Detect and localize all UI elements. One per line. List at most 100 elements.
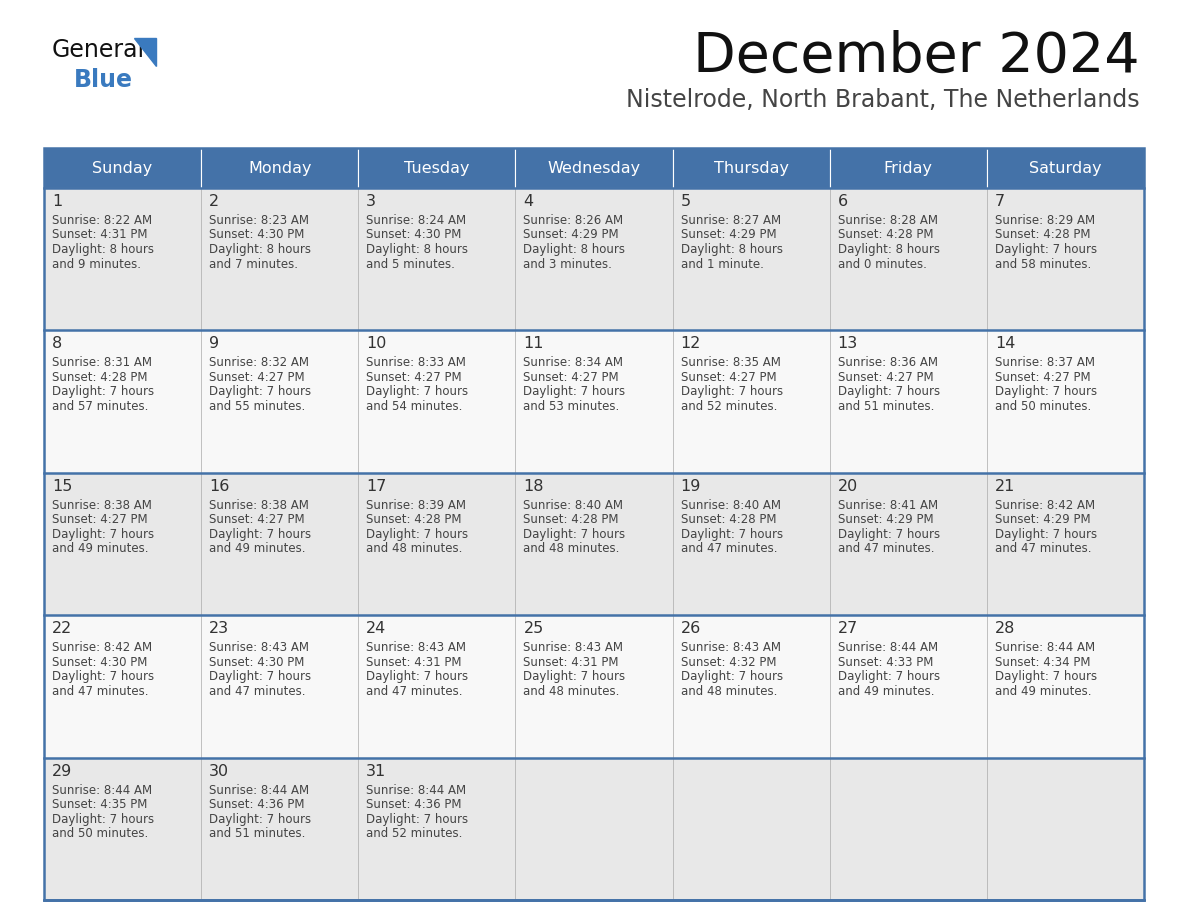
- Bar: [516, 615, 672, 757]
- Text: 24: 24: [366, 621, 386, 636]
- Bar: [44, 188, 201, 330]
- Text: Sunrise: 8:43 AM: Sunrise: 8:43 AM: [366, 641, 466, 655]
- Bar: [359, 615, 516, 757]
- Text: and 47 minutes.: and 47 minutes.: [994, 543, 1092, 555]
- Text: and 57 minutes.: and 57 minutes.: [52, 400, 148, 413]
- Bar: [672, 615, 829, 757]
- Text: 5: 5: [681, 194, 690, 209]
- Text: Sunrise: 8:39 AM: Sunrise: 8:39 AM: [366, 498, 466, 512]
- Text: Sunset: 4:31 PM: Sunset: 4:31 PM: [524, 655, 619, 668]
- Text: 12: 12: [681, 336, 701, 352]
- Text: Sunrise: 8:24 AM: Sunrise: 8:24 AM: [366, 214, 467, 227]
- Text: Daylight: 7 hours: Daylight: 7 hours: [366, 812, 468, 825]
- Text: Sunrise: 8:40 AM: Sunrise: 8:40 AM: [681, 498, 781, 512]
- Text: Sunrise: 8:35 AM: Sunrise: 8:35 AM: [681, 356, 781, 369]
- Text: and 49 minutes.: and 49 minutes.: [209, 543, 305, 555]
- Text: Sunset: 4:30 PM: Sunset: 4:30 PM: [209, 229, 304, 241]
- Text: Sunset: 4:28 PM: Sunset: 4:28 PM: [52, 371, 147, 384]
- Text: and 48 minutes.: and 48 minutes.: [681, 685, 777, 698]
- Bar: [987, 473, 1144, 615]
- Text: Sunset: 4:33 PM: Sunset: 4:33 PM: [838, 655, 933, 668]
- Text: and 9 minutes.: and 9 minutes.: [52, 258, 141, 271]
- Text: Monday: Monday: [248, 161, 311, 175]
- Text: Sunrise: 8:38 AM: Sunrise: 8:38 AM: [52, 498, 152, 512]
- Bar: [44, 615, 201, 757]
- Text: Daylight: 7 hours: Daylight: 7 hours: [994, 243, 1097, 256]
- Text: Sunrise: 8:44 AM: Sunrise: 8:44 AM: [52, 784, 152, 797]
- Text: and 52 minutes.: and 52 minutes.: [681, 400, 777, 413]
- Text: 4: 4: [524, 194, 533, 209]
- Text: Sunset: 4:36 PM: Sunset: 4:36 PM: [209, 798, 304, 812]
- Text: Sunset: 4:29 PM: Sunset: 4:29 PM: [524, 229, 619, 241]
- Text: Sunset: 4:35 PM: Sunset: 4:35 PM: [52, 798, 147, 812]
- Text: Sunrise: 8:43 AM: Sunrise: 8:43 AM: [681, 641, 781, 655]
- Bar: [829, 148, 987, 188]
- Bar: [359, 473, 516, 615]
- Text: 7: 7: [994, 194, 1005, 209]
- Text: 3: 3: [366, 194, 377, 209]
- Text: 25: 25: [524, 621, 544, 636]
- Text: Sunset: 4:27 PM: Sunset: 4:27 PM: [681, 371, 776, 384]
- Bar: [672, 757, 829, 900]
- Polygon shape: [134, 38, 156, 66]
- Text: 27: 27: [838, 621, 858, 636]
- Text: Sunset: 4:36 PM: Sunset: 4:36 PM: [366, 798, 462, 812]
- Text: and 5 minutes.: and 5 minutes.: [366, 258, 455, 271]
- Text: and 52 minutes.: and 52 minutes.: [366, 827, 462, 840]
- Bar: [201, 188, 359, 330]
- Bar: [201, 757, 359, 900]
- Bar: [359, 148, 516, 188]
- Text: and 47 minutes.: and 47 minutes.: [681, 543, 777, 555]
- Text: and 47 minutes.: and 47 minutes.: [838, 543, 934, 555]
- Text: Daylight: 7 hours: Daylight: 7 hours: [52, 812, 154, 825]
- Text: and 49 minutes.: and 49 minutes.: [52, 543, 148, 555]
- Bar: [987, 188, 1144, 330]
- Text: Sunrise: 8:44 AM: Sunrise: 8:44 AM: [366, 784, 467, 797]
- Text: Daylight: 7 hours: Daylight: 7 hours: [838, 528, 940, 541]
- Bar: [672, 188, 829, 330]
- Text: Sunrise: 8:22 AM: Sunrise: 8:22 AM: [52, 214, 152, 227]
- Text: and 7 minutes.: and 7 minutes.: [209, 258, 298, 271]
- Text: Daylight: 7 hours: Daylight: 7 hours: [524, 528, 626, 541]
- Text: and 0 minutes.: and 0 minutes.: [838, 258, 927, 271]
- Bar: [672, 473, 829, 615]
- Bar: [516, 473, 672, 615]
- Text: Sunrise: 8:34 AM: Sunrise: 8:34 AM: [524, 356, 624, 369]
- Text: Sunrise: 8:42 AM: Sunrise: 8:42 AM: [52, 641, 152, 655]
- Text: and 49 minutes.: and 49 minutes.: [994, 685, 1092, 698]
- Text: Daylight: 8 hours: Daylight: 8 hours: [209, 243, 311, 256]
- Text: Daylight: 8 hours: Daylight: 8 hours: [52, 243, 154, 256]
- Text: Sunset: 4:27 PM: Sunset: 4:27 PM: [838, 371, 934, 384]
- Bar: [516, 330, 672, 473]
- Text: Sunrise: 8:27 AM: Sunrise: 8:27 AM: [681, 214, 781, 227]
- Bar: [672, 330, 829, 473]
- Text: Sunrise: 8:26 AM: Sunrise: 8:26 AM: [524, 214, 624, 227]
- Text: 10: 10: [366, 336, 386, 352]
- Bar: [987, 615, 1144, 757]
- Text: Sunrise: 8:40 AM: Sunrise: 8:40 AM: [524, 498, 624, 512]
- Text: Daylight: 7 hours: Daylight: 7 hours: [366, 528, 468, 541]
- Text: Daylight: 8 hours: Daylight: 8 hours: [681, 243, 783, 256]
- Text: Sunset: 4:28 PM: Sunset: 4:28 PM: [366, 513, 462, 526]
- Text: and 50 minutes.: and 50 minutes.: [52, 827, 148, 840]
- Bar: [829, 757, 987, 900]
- Text: 28: 28: [994, 621, 1016, 636]
- Text: 2: 2: [209, 194, 220, 209]
- Text: Sunset: 4:27 PM: Sunset: 4:27 PM: [52, 513, 147, 526]
- Text: and 48 minutes.: and 48 minutes.: [366, 543, 462, 555]
- Text: Sunset: 4:28 PM: Sunset: 4:28 PM: [994, 229, 1091, 241]
- Text: Sunrise: 8:33 AM: Sunrise: 8:33 AM: [366, 356, 466, 369]
- Text: 26: 26: [681, 621, 701, 636]
- Text: Sunrise: 8:43 AM: Sunrise: 8:43 AM: [524, 641, 624, 655]
- Text: Sunset: 4:29 PM: Sunset: 4:29 PM: [681, 229, 776, 241]
- Text: 15: 15: [52, 479, 72, 494]
- Bar: [44, 757, 201, 900]
- Text: Sunset: 4:28 PM: Sunset: 4:28 PM: [838, 229, 934, 241]
- Text: Daylight: 7 hours: Daylight: 7 hours: [994, 670, 1097, 683]
- Text: Sunset: 4:27 PM: Sunset: 4:27 PM: [209, 513, 305, 526]
- Bar: [44, 148, 1144, 900]
- Bar: [516, 148, 672, 188]
- Bar: [44, 148, 201, 188]
- Text: 19: 19: [681, 479, 701, 494]
- Text: Sunset: 4:28 PM: Sunset: 4:28 PM: [524, 513, 619, 526]
